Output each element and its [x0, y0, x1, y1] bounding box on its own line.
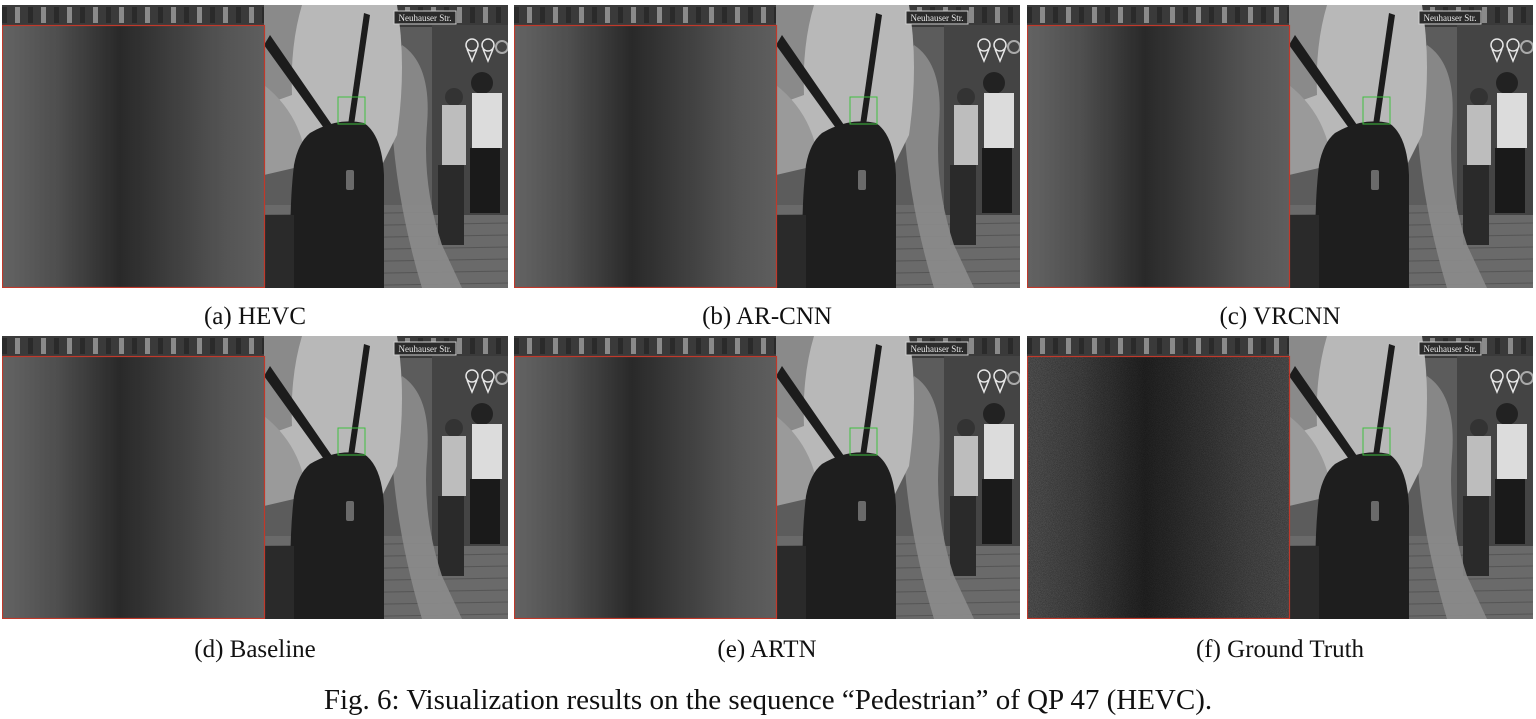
panel-ground-truth: Neuhauser Str.	[1027, 336, 1533, 619]
ice-cream-sign-icon	[1490, 369, 1533, 394]
ice-cream-sign-icon	[1490, 38, 1533, 63]
panel-ar-cnn: Neuhauser Str.	[514, 5, 1020, 288]
panel-baseline: Neuhauser Str.	[2, 336, 508, 619]
zoomed-crop	[2, 24, 266, 288]
store-sign-text: Neuhauser Str.	[911, 344, 964, 354]
caption-artn: (e) ARTN	[717, 636, 817, 663]
zoom-border	[1027, 355, 1291, 619]
ice-cream-sign-icon	[465, 369, 508, 394]
zoomed-crop	[514, 24, 778, 288]
roi-box	[337, 427, 366, 456]
caption-ar-cnn: (b) AR-CNN	[702, 303, 832, 330]
zoomed-crop	[514, 355, 778, 619]
caption-ground-truth: (f) Ground Truth	[1195, 636, 1365, 663]
store-sign-text: Neuhauser Str.	[1424, 13, 1477, 23]
zoom-border	[2, 355, 266, 619]
ice-cream-sign-icon	[465, 38, 508, 63]
roi-box	[337, 96, 366, 125]
figure-caption: Fig. 6: Visualization results on the seq…	[323, 684, 1213, 716]
roi-box	[849, 427, 878, 456]
roi-box	[1362, 427, 1391, 456]
caption-baseline: (d) Baseline	[194, 636, 316, 663]
ice-cream-sign-icon	[977, 369, 1020, 394]
panel-vrcnn: Neuhauser Str.	[1027, 5, 1533, 288]
zoom-border	[514, 355, 778, 619]
caption-vrcnn: (c) VRCNN	[1219, 303, 1341, 330]
store-sign-text: Neuhauser Str.	[399, 344, 452, 354]
roi-box	[1362, 96, 1391, 125]
caption-hevc: (a) HEVC	[203, 303, 307, 330]
ice-cream-sign-icon	[977, 38, 1020, 63]
store-sign-text: Neuhauser Str.	[1424, 344, 1477, 354]
zoom-border	[1027, 24, 1291, 288]
zoomed-crop	[1027, 355, 1291, 619]
zoomed-crop	[2, 355, 266, 619]
panel-hevc: Neuhauser Str.	[2, 5, 508, 288]
zoom-border	[2, 24, 266, 288]
store-sign-text: Neuhauser Str.	[399, 13, 452, 23]
panel-artn: Neuhauser Str.	[514, 336, 1020, 619]
store-sign-text: Neuhauser Str.	[911, 13, 964, 23]
roi-box	[849, 96, 878, 125]
zoomed-crop	[1027, 24, 1291, 288]
zoom-border	[514, 24, 778, 288]
